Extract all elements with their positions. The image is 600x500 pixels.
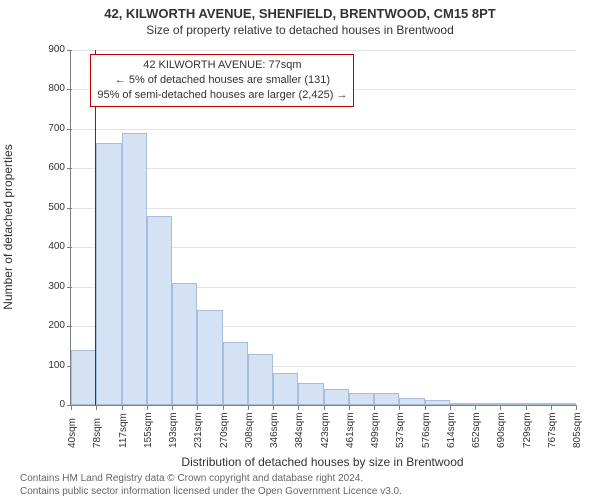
x-tick-mark	[425, 405, 426, 410]
x-tick-mark	[96, 405, 97, 410]
y-axis-label: Number of detached properties	[1, 144, 15, 309]
y-tick-label: 300	[48, 282, 71, 292]
y-tick-label: 400	[48, 242, 71, 252]
histogram-bar	[475, 403, 500, 405]
histogram-bar	[197, 310, 222, 405]
histogram-bar	[349, 393, 374, 405]
histogram-bar	[551, 403, 576, 405]
x-tick-label: 729sqm	[523, 412, 533, 448]
histogram-bar	[71, 350, 96, 405]
histogram-bar	[273, 373, 298, 405]
x-tick-label: 270sqm	[220, 412, 230, 448]
x-tick-mark	[298, 405, 299, 410]
histogram-bar	[450, 403, 475, 405]
footer-line-2: Contains public sector information licen…	[20, 486, 402, 497]
grid-line	[71, 208, 576, 209]
histogram-bar	[223, 342, 248, 405]
x-tick-label: 384sqm	[295, 412, 305, 448]
histogram-bar	[96, 143, 121, 405]
x-tick-mark	[71, 405, 72, 410]
x-tick-label: 652sqm	[472, 412, 482, 448]
x-tick-label: 346sqm	[270, 412, 280, 448]
x-tick-label: 805sqm	[573, 412, 583, 448]
x-tick-label: 308sqm	[245, 412, 255, 448]
histogram-bar	[425, 400, 450, 405]
x-tick-label: 78sqm	[93, 418, 103, 448]
x-tick-label: 40sqm	[68, 418, 78, 448]
title-secondary: Size of property relative to detached ho…	[0, 23, 600, 37]
x-tick-mark	[374, 405, 375, 410]
x-tick-label: 690sqm	[497, 412, 507, 448]
x-tick-label: 193sqm	[169, 412, 179, 448]
x-tick-mark	[399, 405, 400, 410]
x-tick-mark	[147, 405, 148, 410]
footer-line-1: Contains HM Land Registry data © Crown c…	[20, 473, 363, 484]
x-tick-mark	[248, 405, 249, 410]
x-tick-label: 614sqm	[447, 412, 457, 448]
annotation-line-1: 42 KILWORTH AVENUE: 77sqm	[97, 58, 347, 73]
x-tick-mark	[172, 405, 173, 410]
x-tick-mark	[475, 405, 476, 410]
y-tick-label: 100	[48, 361, 71, 371]
x-tick-mark	[500, 405, 501, 410]
x-axis-label: Distribution of detached houses by size …	[70, 455, 575, 469]
x-tick-label: 767sqm	[548, 412, 558, 448]
grid-line	[71, 129, 576, 130]
x-tick-mark	[526, 405, 527, 410]
histogram-bar	[147, 216, 172, 405]
x-tick-mark	[122, 405, 123, 410]
x-tick-mark	[324, 405, 325, 410]
histogram-bar	[324, 389, 349, 405]
x-tick-label: 537sqm	[396, 412, 406, 448]
histogram-bar	[526, 403, 551, 405]
grid-line	[71, 168, 576, 169]
x-tick-mark	[223, 405, 224, 410]
x-tick-mark	[450, 405, 451, 410]
x-tick-mark	[273, 405, 274, 410]
histogram-bar	[399, 398, 424, 405]
x-tick-label: 231sqm	[194, 412, 204, 448]
x-tick-mark	[576, 405, 577, 410]
x-tick-mark	[349, 405, 350, 410]
y-tick-label: 200	[48, 321, 71, 331]
histogram-bar	[374, 393, 399, 405]
x-tick-label: 499sqm	[371, 412, 381, 448]
grid-line	[71, 50, 576, 51]
histogram-bar	[248, 354, 273, 405]
annotation-line-2: ← 5% of detached houses are smaller (131…	[97, 73, 347, 88]
annotation-box: 42 KILWORTH AVENUE: 77sqm← 5% of detache…	[90, 54, 354, 107]
y-tick-label: 900	[48, 45, 71, 55]
x-tick-label: 117sqm	[119, 413, 129, 448]
y-tick-label: 0	[59, 400, 71, 410]
histogram-bar	[298, 383, 323, 405]
titles: 42, KILWORTH AVENUE, SHENFIELD, BRENTWOO…	[0, 6, 600, 37]
x-tick-label: 461sqm	[346, 412, 356, 448]
x-tick-mark	[197, 405, 198, 410]
y-tick-label: 800	[48, 84, 71, 94]
x-tick-mark	[551, 405, 552, 410]
y-tick-label: 700	[48, 124, 71, 134]
histogram-bar	[122, 133, 147, 405]
annotation-line-3: 95% of semi-detached houses are larger (…	[97, 88, 347, 103]
title-primary: 42, KILWORTH AVENUE, SHENFIELD, BRENTWOO…	[0, 6, 600, 21]
histogram-bar	[500, 403, 525, 405]
x-tick-label: 423sqm	[321, 412, 331, 448]
chart-container: 42, KILWORTH AVENUE, SHENFIELD, BRENTWOO…	[0, 0, 600, 500]
y-tick-label: 500	[48, 203, 71, 213]
histogram-bar	[172, 283, 197, 405]
x-tick-label: 576sqm	[422, 412, 432, 448]
x-tick-label: 155sqm	[144, 412, 154, 448]
y-tick-label: 600	[48, 163, 71, 173]
